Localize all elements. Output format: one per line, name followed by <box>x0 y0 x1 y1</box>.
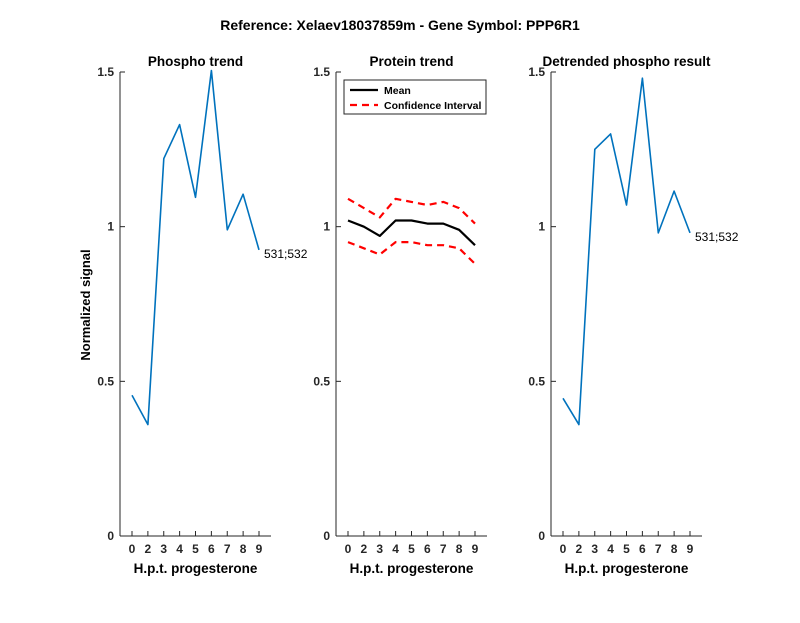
phospho-series-line <box>131 69 260 426</box>
x-tick-label: 4 <box>392 542 399 556</box>
y-tick-label: 1 <box>323 220 330 234</box>
x-tick-label: 6 <box>639 542 646 556</box>
y-tick-label: 1.5 <box>97 65 114 79</box>
y-tick-label: 0.5 <box>528 374 545 388</box>
y-tick-label: 0 <box>323 529 330 543</box>
x-tick-label: 5 <box>408 542 415 556</box>
x-axis-label: H.p.t. progesterone <box>134 561 258 576</box>
x-tick-label: 0 <box>129 542 136 556</box>
legend: Mean Confidence Interval <box>343 79 487 115</box>
x-tick-label: 9 <box>472 542 479 556</box>
x-tick-label: 4 <box>607 542 614 556</box>
subplot-title: Detrended phospho result <box>542 54 711 69</box>
x-tick-label: 0 <box>560 542 567 556</box>
x-tick-label: 3 <box>376 542 383 556</box>
x-tick-label: 8 <box>240 542 247 556</box>
x-tick-label: 7 <box>224 542 231 556</box>
y-tick-label: 0 <box>538 529 545 543</box>
y-tick-label: 1 <box>538 220 545 234</box>
y-tick-label: 1 <box>107 220 114 234</box>
y-axis-label: Normalized signal <box>78 249 93 360</box>
x-tick-label: 7 <box>440 542 447 556</box>
x-tick-label: 0 <box>345 542 352 556</box>
phospho-series-line <box>562 77 691 426</box>
x-tick-label: 2 <box>576 542 583 556</box>
x-tick-label: 6 <box>208 542 215 556</box>
x-axis-label: H.p.t. progesterone <box>565 561 689 576</box>
x-tick-label: 5 <box>192 542 199 556</box>
y-tick-label: 1.5 <box>528 65 545 79</box>
x-tick-label: 9 <box>256 542 263 556</box>
legend-box <box>343 79 487 115</box>
x-tick-label: 2 <box>145 542 152 556</box>
y-tick-label: 0.5 <box>97 374 114 388</box>
ci-lower-series-line <box>347 241 476 265</box>
subplot-title: Protein trend <box>369 54 453 69</box>
legend-label: Confidence Interval <box>384 100 482 112</box>
subplot-title: Phospho trend <box>148 54 243 69</box>
x-tick-label: 3 <box>591 542 598 556</box>
legend-label: Mean <box>384 85 411 97</box>
x-tick-label: 3 <box>160 542 167 556</box>
figure-suptitle: Reference: Xelaev18037859m - Gene Symbol… <box>220 17 580 33</box>
x-axis-label: H.p.t. progesterone <box>350 561 474 576</box>
x-tick-label: 7 <box>655 542 662 556</box>
y-tick-label: 0.5 <box>313 374 330 388</box>
x-tick-label: 2 <box>361 542 368 556</box>
x-tick-label: 9 <box>687 542 694 556</box>
x-tick-label: 8 <box>671 542 678 556</box>
x-tick-label: 8 <box>456 542 463 556</box>
ci-upper-series-line <box>347 197 476 225</box>
y-tick-label: 0 <box>107 529 114 543</box>
series-end-label: 531;532 <box>264 247 308 261</box>
series-end-label: 531;532 <box>695 230 739 244</box>
mean-series-line <box>347 219 476 246</box>
x-tick-label: 4 <box>176 542 183 556</box>
x-tick-label: 5 <box>623 542 630 556</box>
y-tick-label: 1.5 <box>313 65 330 79</box>
x-tick-label: 6 <box>424 542 431 556</box>
